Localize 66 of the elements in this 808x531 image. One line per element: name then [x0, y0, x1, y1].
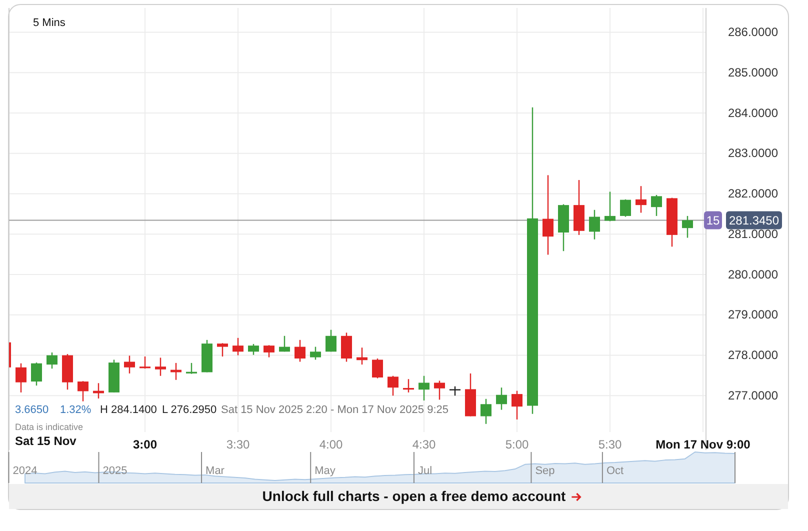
annotation: 1.32%: [60, 404, 92, 416]
x-tick-label: Mon 17 Nov 9:00: [656, 438, 751, 452]
candlestick: [620, 198, 631, 218]
x-tick-label: Oct: [606, 465, 624, 477]
annotation: H 284.1400: [100, 404, 157, 416]
x-tick-label: 4:00: [319, 438, 343, 452]
y-tick-label: 277.0000: [728, 388, 778, 402]
candlestick: [310, 346, 321, 360]
candlestick: [496, 386, 507, 410]
candlestick: [46, 352, 58, 370]
annotation: 15: [706, 214, 720, 228]
candlestick: [434, 380, 445, 400]
candlestick: [232, 337, 244, 356]
y-tick-label: 283.0000: [728, 146, 778, 160]
candlestick: [31, 362, 42, 386]
candlestick: [418, 375, 430, 402]
annotation: L 276.2950: [162, 404, 217, 416]
candlestick: [140, 356, 150, 370]
candlestick: [682, 215, 693, 238]
candlestick: [604, 191, 616, 222]
candlestick: [78, 380, 88, 402]
annotation: Sat 15 Nov 2025 2:20 - Mon 17 Nov 2025 9:25: [221, 404, 448, 416]
x-tick-label: Mar: [206, 465, 225, 477]
annotation: 5 Mins: [33, 17, 66, 29]
candlestick: [124, 355, 135, 374]
candlestick: [542, 174, 554, 256]
candlestick: [636, 185, 646, 214]
text: Sat 15 Nov: [15, 434, 77, 448]
annotation: Data is indicative: [15, 422, 84, 432]
x-tick-label: May: [314, 465, 336, 477]
candlestick: [186, 362, 197, 374]
candlestick: [388, 375, 398, 396]
candlestick: [294, 339, 306, 362]
candlestick: [155, 357, 166, 376]
x-tick-label: 5:00: [505, 438, 529, 452]
y-tick-label: 281.0000: [728, 226, 778, 241]
candlestick: [512, 390, 522, 420]
candlestick: [217, 342, 228, 358]
y-tick-label: 285.0000: [728, 65, 778, 80]
candlestick: [403, 378, 414, 394]
annotation: 3.6650: [15, 404, 49, 416]
y-tick-label: 286.0000: [728, 25, 778, 40]
y-tick-label: 284.0000: [728, 106, 778, 120]
x-tick-label: 3:00: [132, 438, 158, 452]
candlestick: [651, 194, 662, 217]
candlestick: [279, 335, 290, 352]
candlestick: [326, 329, 336, 352]
candlestick: [341, 332, 352, 362]
y-tick-label: 282.0000: [728, 186, 778, 201]
candlestick: [248, 343, 259, 356]
ref-line-label: 281.3450: [728, 214, 780, 228]
candlestick: [372, 358, 383, 379]
x-tick-label: 3:30: [226, 438, 250, 452]
candlestick: [264, 344, 274, 358]
candlestick: [450, 386, 460, 396]
x-tick-label: 4:30: [412, 438, 436, 452]
text: Unlock full charts - open a free demo account: [262, 488, 566, 504]
candlestick: [589, 209, 600, 240]
x-tick-label: 2024: [12, 465, 38, 477]
candlestick: [16, 362, 26, 394]
x-tick-label: Sep: [535, 465, 555, 477]
candlestick: [480, 398, 492, 425]
y-tick-label: 280.0000: [728, 267, 778, 282]
y-tick-label: 279.0000: [728, 308, 778, 322]
y-tick-label: 278.0000: [728, 348, 778, 362]
x-tick-label: 5:30: [598, 438, 622, 452]
